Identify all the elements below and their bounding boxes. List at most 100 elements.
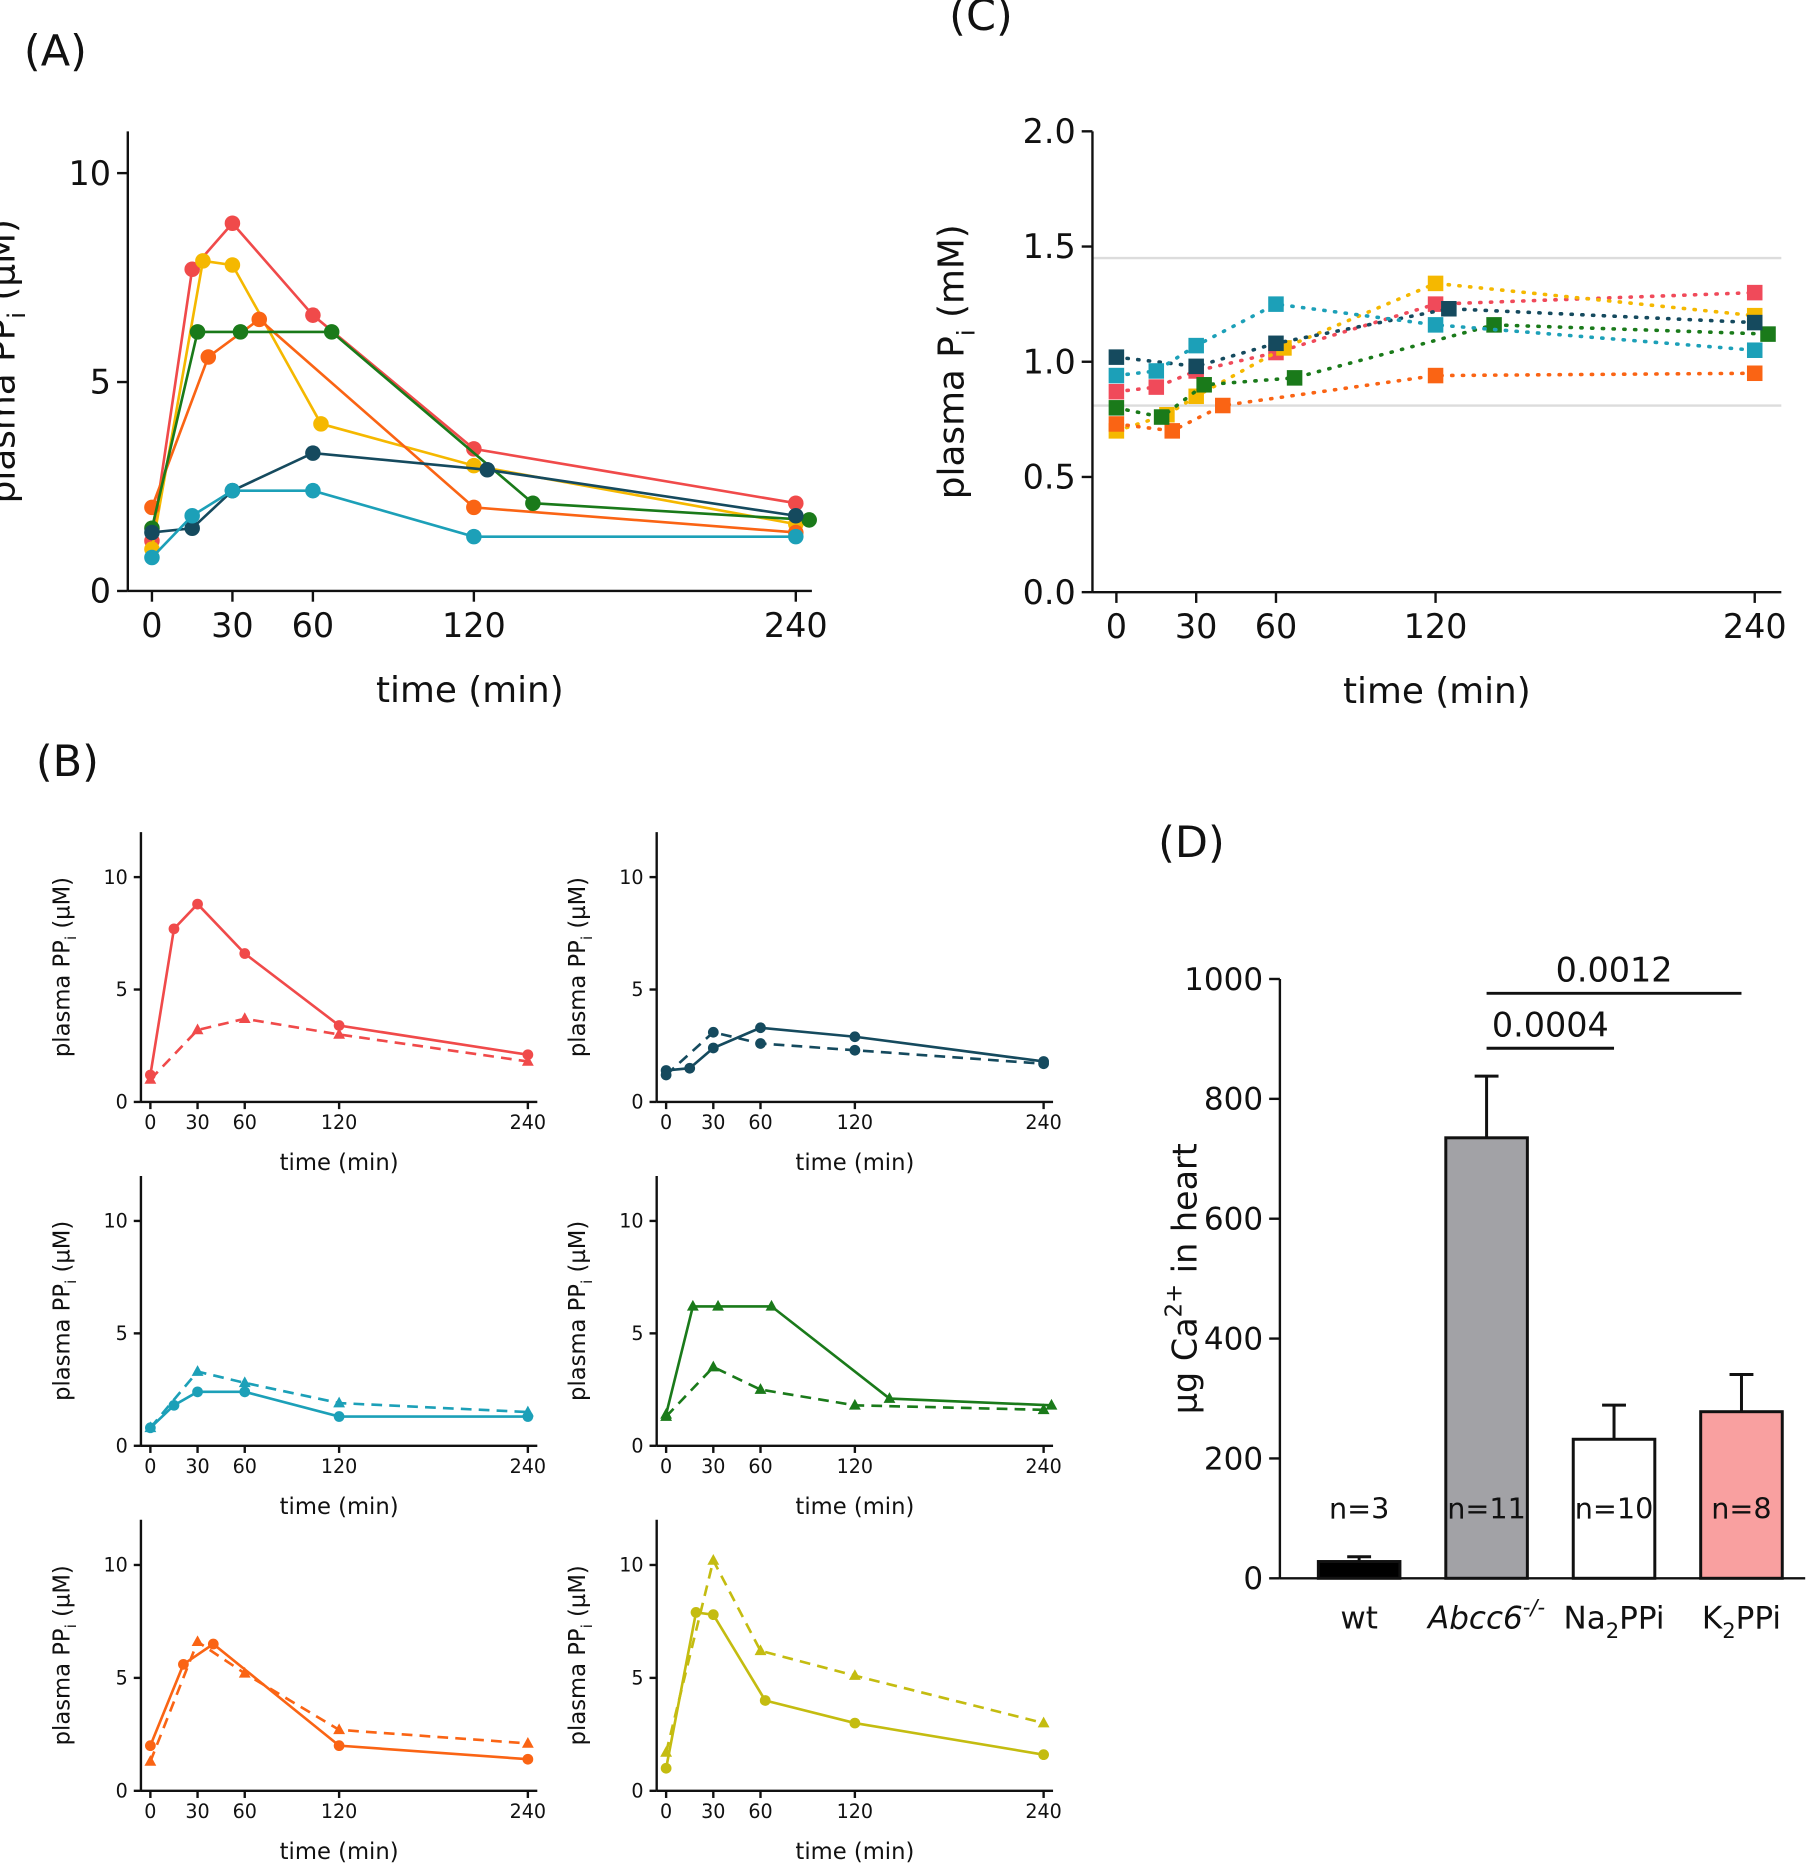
- y-tick-label: 2.0: [1023, 112, 1076, 151]
- y-tick-label: 10: [69, 154, 112, 193]
- text-part: i: [951, 329, 980, 336]
- x-tick-label: 60: [292, 606, 335, 645]
- x-tick-label: Na2PPi: [1564, 1600, 1665, 1642]
- marker: [684, 1062, 696, 1074]
- text-part: -/-: [1523, 1594, 1545, 1619]
- marker: [239, 1386, 251, 1398]
- marker: [466, 457, 482, 474]
- marker: [238, 1376, 251, 1388]
- marker: [1746, 365, 1763, 382]
- marker: [765, 1299, 778, 1311]
- x-axis-label: time (min): [280, 1494, 399, 1520]
- marker: [466, 499, 482, 516]
- marker: [224, 257, 241, 273]
- y-tick-label: 5: [631, 978, 643, 1001]
- text-part: (µM): [565, 1221, 591, 1280]
- x-tick-label: 60: [233, 1111, 257, 1134]
- marker: [239, 948, 251, 959]
- text-part: Na: [1564, 1600, 1606, 1636]
- panel-label: (D): [1158, 818, 1225, 868]
- x-tick-label: 30: [185, 1455, 209, 1478]
- x-axis-label: time (min): [795, 1494, 914, 1520]
- y-tick-label: 0: [631, 1780, 643, 1803]
- y-tick-label: 10: [104, 1554, 128, 1577]
- marker: [178, 1658, 189, 1670]
- marker: [848, 1398, 861, 1410]
- y-tick-label: 10: [104, 1210, 128, 1233]
- x-tick-label: Abcc6-/-: [1426, 1594, 1545, 1636]
- marker: [1427, 275, 1444, 292]
- x-tick-label: 120: [1404, 607, 1468, 646]
- marker: [690, 1607, 702, 1618]
- marker: [522, 1753, 534, 1765]
- x-tick-label: wt: [1340, 1600, 1378, 1636]
- marker: [1108, 416, 1125, 432]
- y-tick-label: 10: [104, 866, 128, 889]
- text-part: Abcc6: [1426, 1600, 1523, 1636]
- x-tick-label: 240: [510, 1455, 546, 1478]
- marker: [189, 324, 206, 340]
- series-line: [665, 1365, 1044, 1418]
- n-label: n=11: [1447, 1492, 1526, 1526]
- series-line: [149, 902, 529, 1076]
- y-tick-label: 200: [1204, 1441, 1263, 1477]
- text-part: 2: [1606, 1618, 1619, 1643]
- y-tick-label: 0: [116, 1434, 128, 1457]
- series-line: [151, 489, 796, 559]
- x-tick-label: 0: [144, 1455, 156, 1478]
- marker: [1164, 423, 1181, 439]
- marker: [849, 1031, 861, 1043]
- marker: [686, 1299, 699, 1311]
- x-tick-label: 120: [321, 1111, 357, 1134]
- marker: [788, 507, 804, 524]
- text-part: i: [62, 936, 80, 940]
- text-part: µg Ca: [1165, 1317, 1204, 1414]
- marker: [168, 1399, 180, 1411]
- marker: [333, 1396, 346, 1408]
- marker: [144, 1073, 157, 1084]
- marker: [707, 1360, 720, 1372]
- x-tick-label: 120: [442, 606, 506, 645]
- y-tick-label: 5: [116, 1322, 128, 1345]
- marker: [144, 1755, 157, 1766]
- x-tick-label: 120: [321, 1800, 357, 1823]
- marker: [191, 1023, 204, 1035]
- marker: [754, 1383, 767, 1394]
- marker: [200, 349, 217, 365]
- n-label: n=8: [1711, 1492, 1771, 1526]
- p-value: 0.0004: [1492, 1005, 1609, 1044]
- series-line: [664, 1305, 1052, 1415]
- x-tick-label: 240: [510, 1111, 546, 1134]
- marker: [712, 1299, 724, 1311]
- x-tick-label: 0: [141, 606, 162, 645]
- bar: [1316, 1560, 1402, 1580]
- y-tick-label: 600: [1204, 1202, 1263, 1238]
- marker: [251, 311, 268, 328]
- marker: [184, 261, 200, 277]
- text-part: plasma P: [932, 336, 973, 499]
- marker: [305, 482, 321, 499]
- marker: [1188, 358, 1204, 375]
- text-part: (µM): [565, 1565, 591, 1624]
- text-part: (µM): [49, 877, 75, 936]
- n-label: n=10: [1575, 1492, 1654, 1526]
- p-value: 0.0012: [1556, 950, 1673, 989]
- marker: [1045, 1398, 1058, 1410]
- x-axis-label: time (min): [795, 1839, 914, 1865]
- n-label: n=3: [1329, 1492, 1389, 1526]
- marker: [1746, 342, 1763, 358]
- y-tick-label: 0: [90, 572, 111, 611]
- text-part: PPi: [1736, 1600, 1781, 1636]
- y-tick-label: 5: [90, 363, 111, 402]
- text-part: i: [62, 1624, 80, 1628]
- x-tick-label: 0: [144, 1111, 156, 1134]
- x-tick-label: K2PPi: [1702, 1600, 1781, 1642]
- marker: [660, 1410, 673, 1421]
- marker: [333, 1020, 345, 1031]
- x-axis-label: time (min): [280, 1839, 399, 1865]
- marker: [466, 441, 482, 457]
- y-tick-label: 1000: [1184, 962, 1263, 998]
- marker: [521, 1736, 534, 1748]
- x-axis-label: time (min): [795, 1150, 914, 1176]
- y-tick-label: 5: [116, 978, 128, 1001]
